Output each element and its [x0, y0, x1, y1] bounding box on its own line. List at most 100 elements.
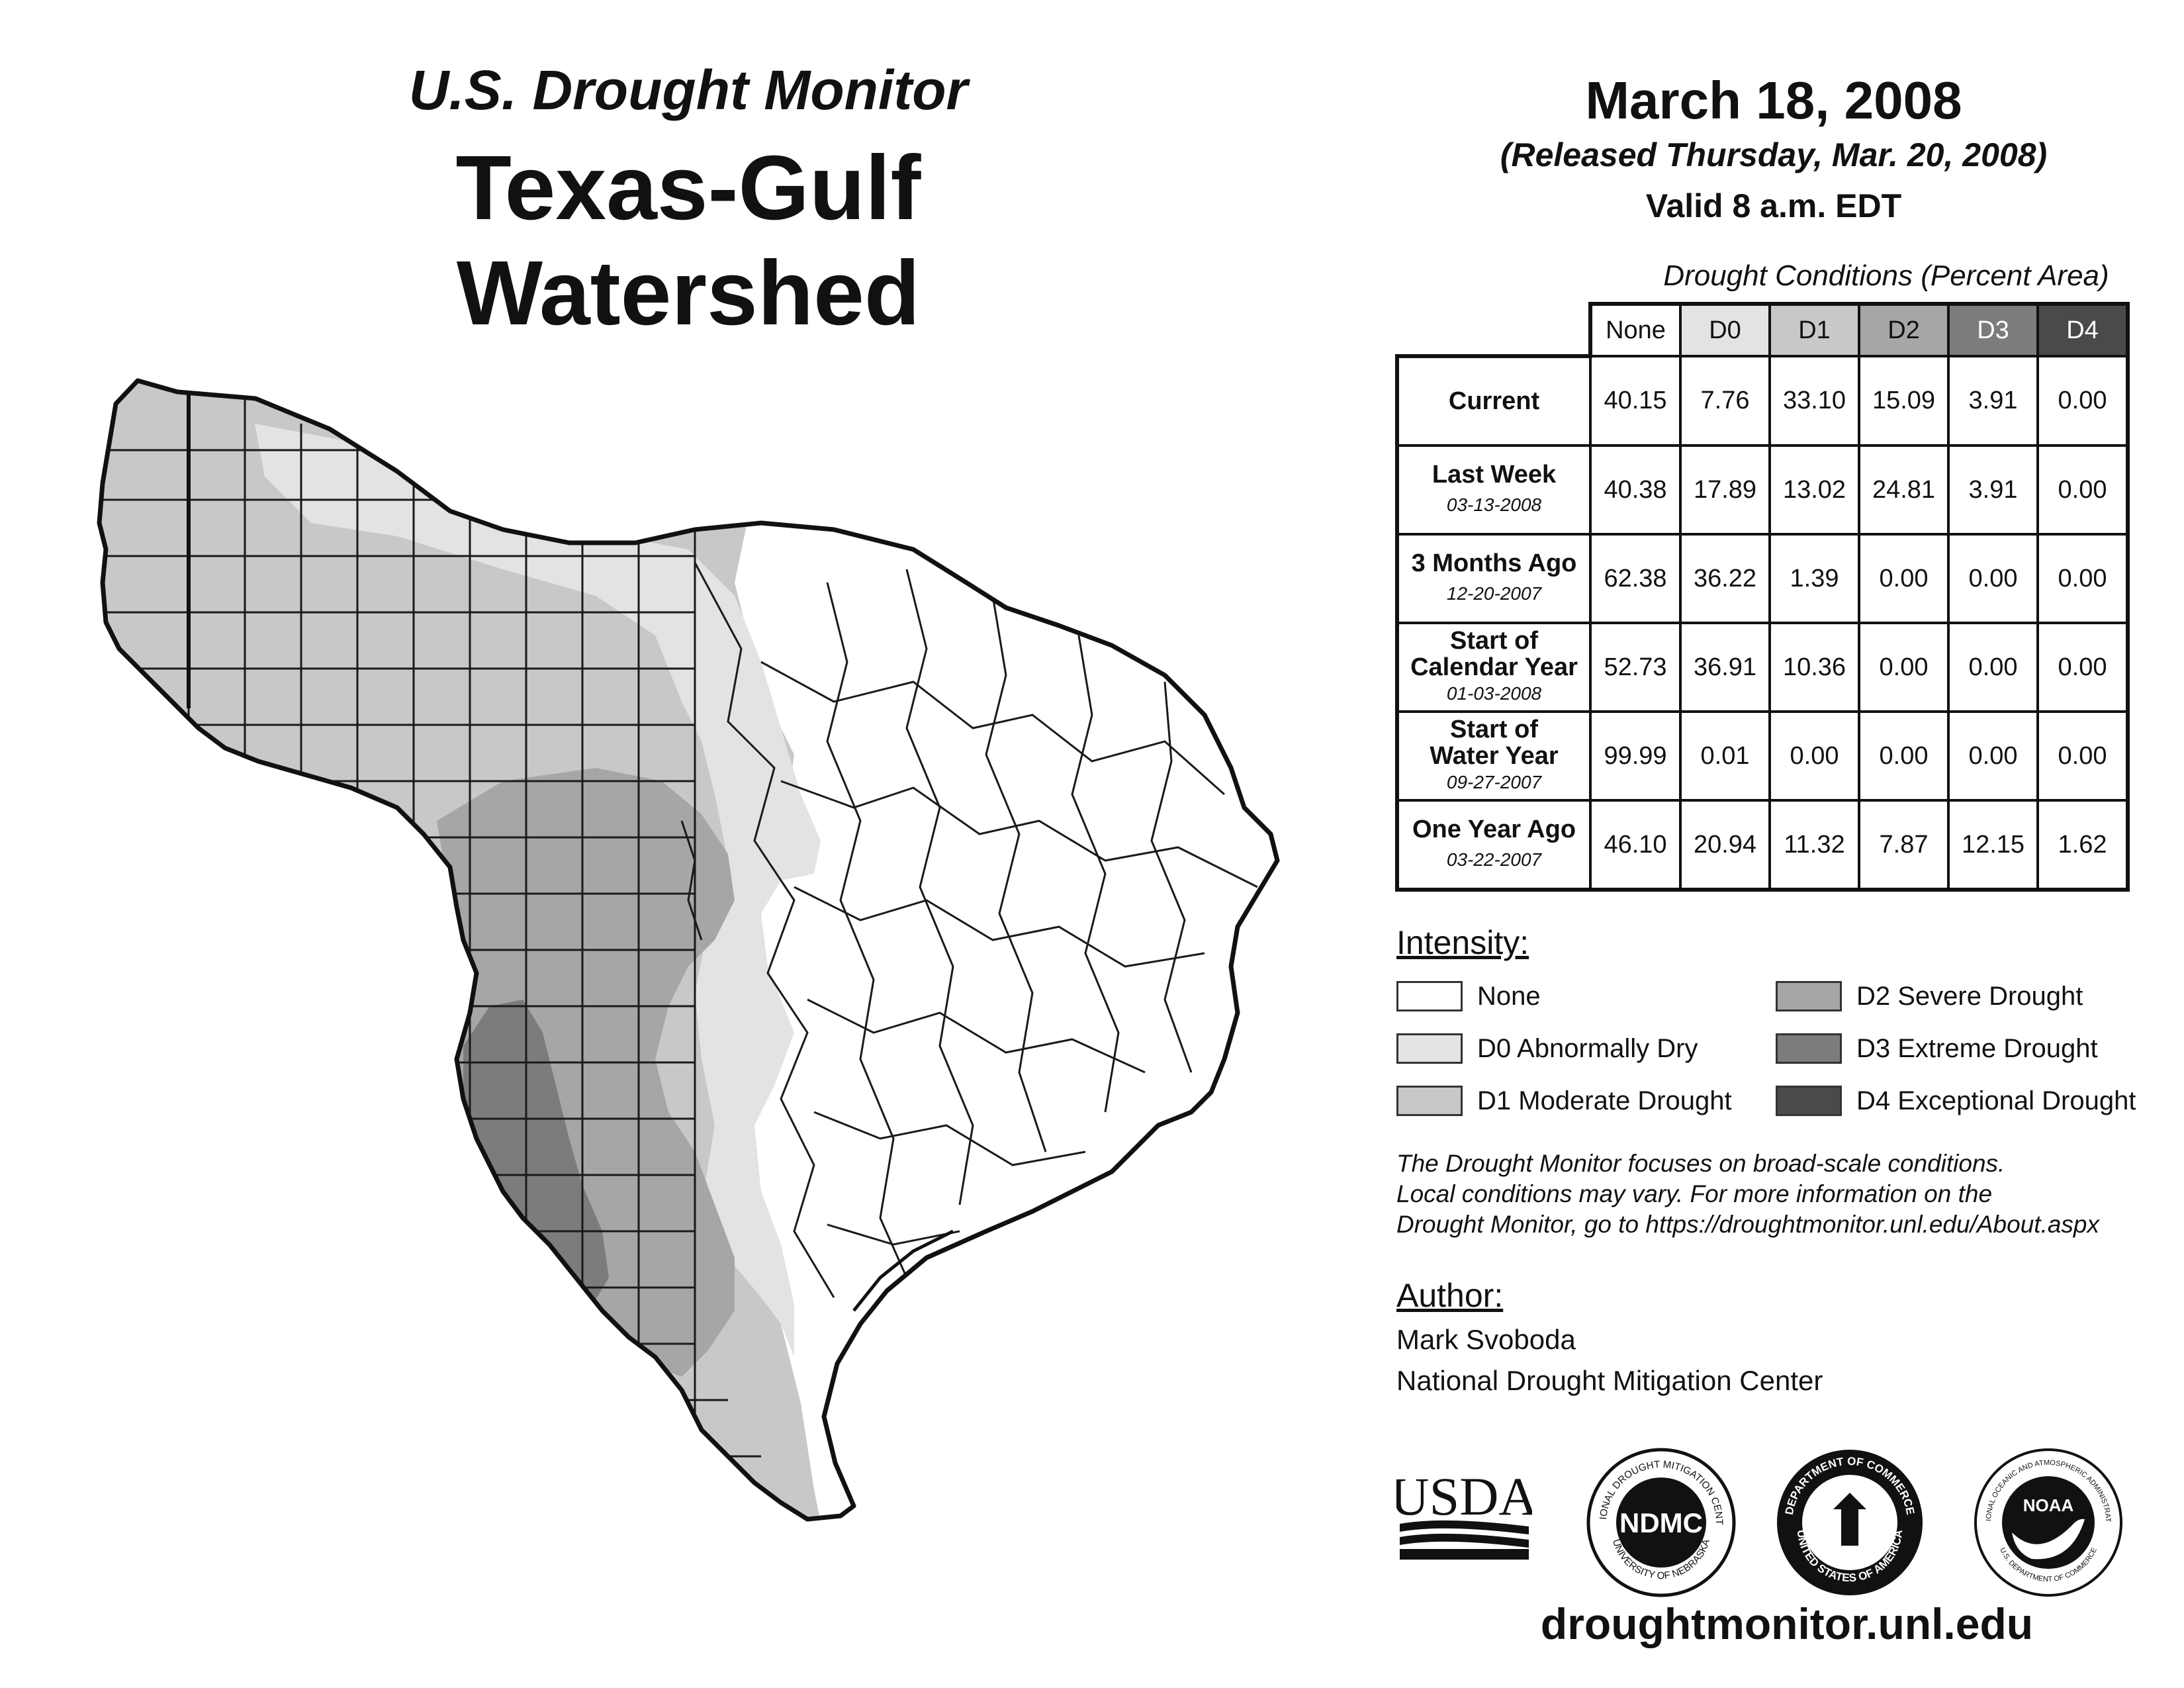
table-row: Current 40.15 7.76 33.10 15.09 3.91 0.00	[1395, 355, 2130, 447]
noaa-logo-text: NOAA	[2023, 1495, 2074, 1515]
cell: 0.00	[1858, 710, 1950, 802]
table-row: One Year Ago 03-22-2007 46.10 20.94 11.32…	[1395, 799, 2130, 892]
row-label-text: Start of	[1450, 716, 1538, 743]
ndmc-logo-text: NDMC	[1619, 1507, 1703, 1538]
department-of-commerce-seal: DEPARTMENT OF COMMERCE UNITED STATES OF …	[1777, 1450, 1923, 1595]
row-label-text: Start of	[1450, 627, 1538, 655]
cell: 11.32	[1768, 799, 1860, 892]
legend-label: D3 Extreme Drought	[1856, 1033, 2098, 1063]
col-none: None	[1588, 302, 1682, 357]
row-date: 03-13-2008	[1446, 494, 1542, 515]
author-organization: National Drought Mitigation Center	[1396, 1365, 1823, 1396]
watershed-map	[97, 378, 1280, 1522]
cell: 13.02	[1768, 444, 1860, 536]
legend-item-d0: D0 Abnormally Dry	[1396, 1031, 1698, 1066]
cell: 0.00	[1858, 533, 1950, 624]
cell: 20.94	[1679, 799, 1771, 892]
website-url: droughtmonitor.unl.edu	[1540, 1599, 2034, 1648]
legend-swatch	[1396, 1033, 1463, 1064]
row-label: Current	[1395, 355, 1592, 447]
table-row: Last Week 03-13-2008 40.38 17.89 13.02 24…	[1395, 444, 2130, 536]
row-label: 3 Months Ago 12-20-2007	[1395, 533, 1592, 624]
cell: 0.00	[1947, 533, 2039, 624]
row-label-text: 3 Months Ago	[1411, 549, 1577, 577]
col-d3: D3	[1947, 302, 2039, 357]
note-line: Drought Monitor, go to https://droughtmo…	[1396, 1211, 2099, 1238]
cell: 10.36	[1768, 622, 1860, 713]
row-label: Start of Calendar Year 01-03-2008	[1395, 622, 1592, 713]
disclaimer-note: The Drought Monitor focuses on broad-sca…	[1396, 1149, 2177, 1240]
legend-swatch	[1396, 1086, 1463, 1116]
table-caption: Drought Conditions (Percent Area)	[1663, 259, 2109, 292]
cell: 7.76	[1679, 355, 1771, 447]
legend-item-none: None	[1396, 978, 1541, 1014]
cell: 0.00	[2036, 355, 2130, 447]
cell: 0.01	[1679, 710, 1771, 802]
map-subtitle: U.S. Drought Monitor	[408, 59, 968, 121]
row-label-text: Current	[1448, 387, 1540, 415]
cell: 3.91	[1947, 444, 2039, 536]
cell: 0.00	[1947, 710, 2039, 802]
legend-item-d1: D1 Moderate Drought	[1396, 1083, 1732, 1119]
legend-item-d3: D3 Extreme Drought	[1776, 1031, 2098, 1066]
drought-conditions-table: None D0 D1 D2 D3 D4 Current 40.15 7.76 3…	[1395, 302, 2130, 892]
usda-logo: USDA	[1396, 1466, 1532, 1560]
cell: 99.99	[1589, 710, 1682, 802]
ndmc-logo: NDMC NATIONAL DROUGHT MITIGATION CENTER …	[1585, 1446, 1736, 1597]
author-name: Mark Svoboda	[1396, 1324, 1576, 1355]
release-date: (Released Thursday, Mar. 20, 2008)	[1500, 136, 2048, 173]
cell: 36.91	[1679, 622, 1771, 713]
cell: 0.00	[2036, 622, 2130, 713]
note-line: Local conditions may vary. For more info…	[1396, 1180, 1993, 1207]
cell: 1.39	[1768, 533, 1860, 624]
row-label-text: Last Week	[1432, 461, 1557, 489]
legend-label: D2 Severe Drought	[1856, 981, 2083, 1011]
table-row: 3 Months Ago 12-20-2007 62.38 36.22 1.39 …	[1395, 533, 2130, 624]
legend-swatch	[1396, 981, 1463, 1011]
row-date: 03-22-2007	[1446, 849, 1542, 870]
table-header-row: None D0 D1 D2 D3 D4	[1397, 302, 2130, 358]
cell: 0.00	[2036, 710, 2130, 802]
col-d1: D1	[1768, 302, 1860, 357]
cell: 0.00	[2036, 533, 2130, 624]
legend-label: D4 Exceptional Drought	[1856, 1086, 2136, 1115]
cell: 7.87	[1858, 799, 1950, 892]
cell: 15.09	[1858, 355, 1950, 447]
col-d0: D0	[1679, 302, 1771, 357]
cell: 36.22	[1679, 533, 1771, 624]
row-label-text: One Year Ago	[1412, 816, 1576, 843]
legend-label: D1 Moderate Drought	[1477, 1086, 1732, 1115]
author-heading: Author:	[1396, 1277, 1504, 1314]
legend-swatch	[1776, 1033, 1842, 1064]
cell: 24.81	[1858, 444, 1950, 536]
usda-logo-text: USDA	[1396, 1466, 1532, 1526]
note-line: The Drought Monitor focuses on broad-sca…	[1396, 1150, 2005, 1177]
legend-label: D0 Abnormally Dry	[1477, 1033, 1698, 1063]
noaa-bird-icon	[2012, 1519, 2085, 1560]
cell: 40.38	[1589, 444, 1682, 536]
col-d2: D2	[1858, 302, 1950, 357]
row-date: 09-27-2007	[1446, 772, 1542, 792]
table-row: Start of Calendar Year 01-03-2008 52.73 36…	[1395, 622, 2130, 713]
cell: 0.00	[1768, 710, 1860, 802]
map-title: Texas-Gulf Watershed	[455, 137, 921, 344]
row-date: 01-03-2008	[1446, 683, 1542, 704]
cell: 0.00	[1858, 622, 1950, 713]
row-label: Start of Water Year 09-27-2007	[1395, 710, 1592, 802]
row-label: Last Week 03-13-2008	[1395, 444, 1592, 536]
legend-item-d4: D4 Exceptional Drought	[1776, 1083, 2136, 1119]
row-date: 12-20-2007	[1446, 583, 1542, 604]
cell: 3.91	[1947, 355, 2039, 447]
noaa-logo: NOAA NATIONAL OCEANIC AND ATMOSPHERIC AD…	[1972, 1446, 2122, 1597]
cell: 1.62	[2036, 799, 2130, 892]
cell: 40.15	[1589, 355, 1682, 447]
cell: 62.38	[1589, 533, 1682, 624]
cell: 46.10	[1589, 799, 1682, 892]
legend-swatch	[1776, 1086, 1842, 1116]
legend-swatch	[1776, 981, 1842, 1011]
col-d4: D4	[2036, 302, 2130, 357]
cell: 12.15	[1947, 799, 2039, 892]
legend-heading: Intensity:	[1396, 924, 1529, 961]
map-date: March 18, 2008	[1585, 71, 1962, 130]
cell: 0.00	[1947, 622, 2039, 713]
